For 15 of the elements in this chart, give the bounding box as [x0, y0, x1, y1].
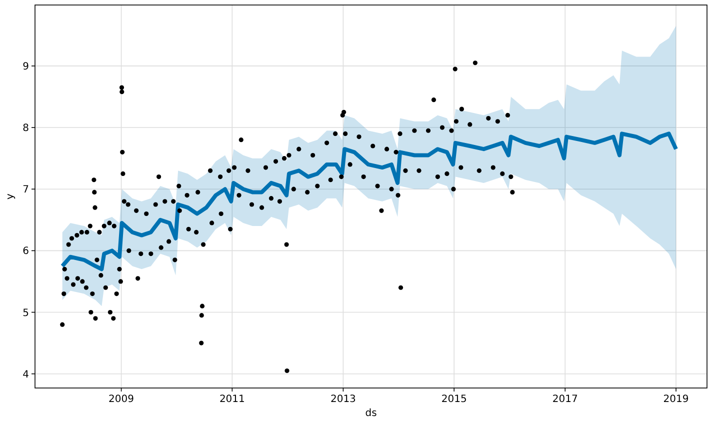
- x-tick-label: 2009: [108, 394, 134, 405]
- line-series: [60, 132, 678, 272]
- y-tick-label: 4: [22, 369, 29, 380]
- y-tick-label: 9: [22, 61, 29, 72]
- y-tick-label: 7: [22, 184, 29, 196]
- x-axis-title: ds: [365, 408, 377, 419]
- x-tick-label: 2017: [552, 394, 578, 405]
- y-tick-label: 6: [22, 246, 29, 258]
- y-tick-label: 5: [22, 308, 29, 319]
- y-tick-label: 8: [22, 123, 29, 134]
- x-tick-label: 2013: [330, 394, 356, 405]
- y-axis-title: y: [5, 193, 16, 200]
- x-tick-label: 2011: [219, 394, 245, 405]
- x-tick-label: 2019: [663, 394, 689, 405]
- x-tick-label: 2015: [441, 394, 467, 405]
